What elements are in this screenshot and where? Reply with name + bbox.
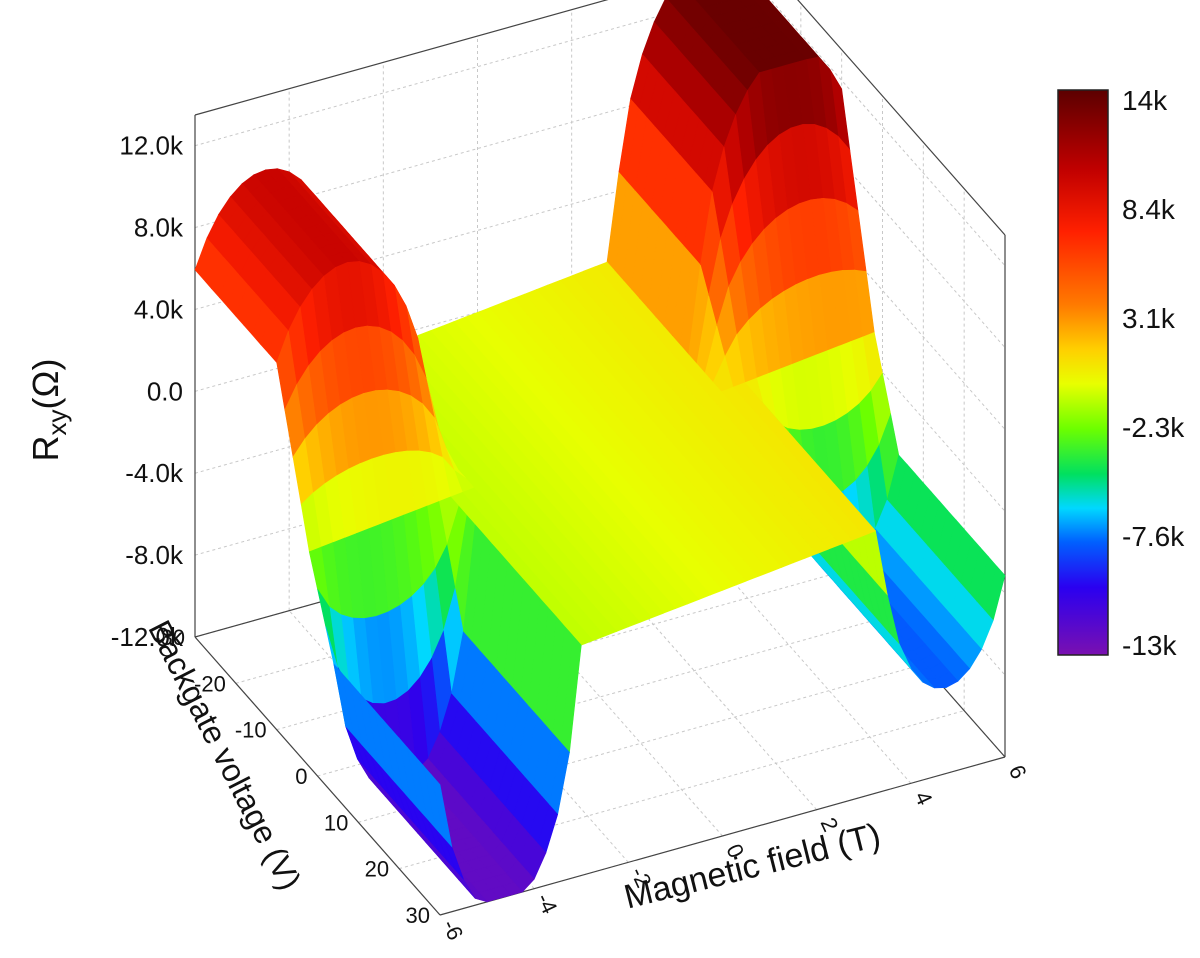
box-edge xyxy=(797,0,1006,236)
sidewall-gridline xyxy=(770,0,1006,267)
z-tick-label: -12.0k xyxy=(111,622,184,652)
y-tick-label: -20 xyxy=(194,671,226,696)
box-edge xyxy=(439,756,1006,916)
colorbar-label: -2.3k xyxy=(1122,412,1185,443)
z-axis-title-unit: (Ω) xyxy=(25,359,66,410)
z-axis-title-sub: xy xyxy=(42,409,72,435)
colorbar-label: -13k xyxy=(1122,630,1177,661)
y-tick-label: 30 xyxy=(406,903,430,928)
colorbar-label: -7.6k xyxy=(1122,521,1185,552)
colorbar-gradient xyxy=(1057,89,1109,656)
x-tick-label: 4 xyxy=(910,787,938,809)
y-tick-label: 0 xyxy=(295,764,307,789)
z-tick-label: 8.0k xyxy=(134,213,184,243)
box-edge xyxy=(194,636,441,916)
z-tick-label: 0.0 xyxy=(147,376,183,406)
y-tick-label: -10 xyxy=(235,718,267,743)
z-tick-label: -4.0k xyxy=(125,458,184,488)
colorbar-label: 8.4k xyxy=(1122,194,1176,225)
z-tick-label: 12.0k xyxy=(119,131,184,161)
y-axis-title: Backgate voltage (V) xyxy=(141,614,308,895)
x-tick-label: -4 xyxy=(532,889,563,917)
colorbar-label: 3.1k xyxy=(1122,303,1176,334)
z-tick-label: -8.0k xyxy=(125,540,184,570)
z-tick-label: 4.0k xyxy=(134,294,184,324)
z-axis-title-main: Rxy(Ω) xyxy=(25,359,72,462)
y-tick-label: 10 xyxy=(324,810,348,835)
x-axis-title: Magnetic field (T) xyxy=(620,816,884,916)
box-edge xyxy=(194,0,609,116)
x-tick-label: 6 xyxy=(1004,761,1032,783)
surface xyxy=(194,0,1006,903)
colorbar: 14k 8.4k 3.1k -2.3k -7.6k -13k xyxy=(1057,85,1185,661)
x-tick-label: -6 xyxy=(437,916,468,944)
y-tick-label: 20 xyxy=(365,857,389,882)
colorbar-label: 14k xyxy=(1122,85,1168,116)
surface-patch xyxy=(431,774,453,848)
y-tick-label: -30 xyxy=(153,625,185,650)
